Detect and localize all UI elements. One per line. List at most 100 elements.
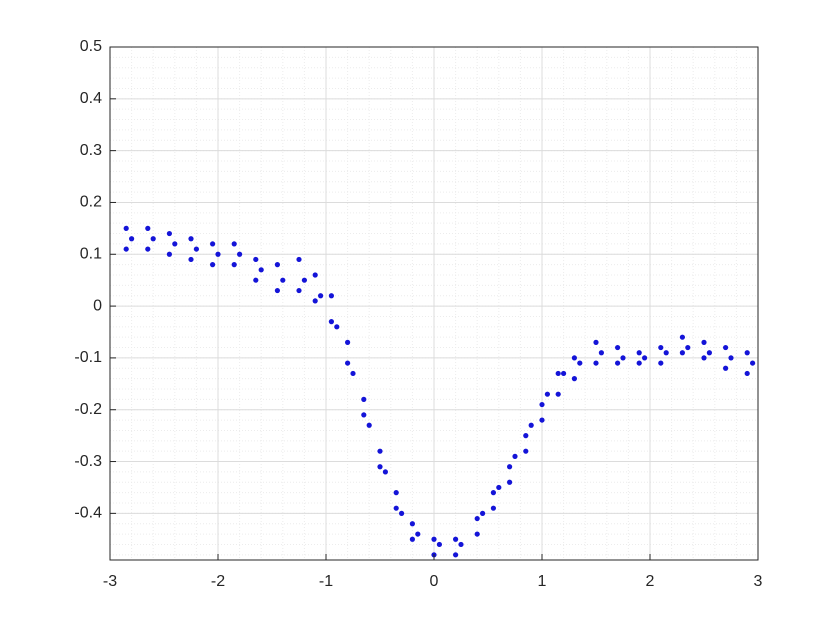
- point: [658, 344, 664, 351]
- y-tick-label: -0.1: [74, 349, 102, 366]
- point: [253, 256, 259, 263]
- point: [658, 360, 664, 366]
- point: [620, 355, 626, 361]
- x-tick-label: 1: [538, 573, 547, 590]
- point: [561, 370, 567, 377]
- point: [312, 298, 318, 304]
- y-tick-label: 0.2: [80, 194, 102, 211]
- point: [296, 256, 302, 263]
- point: [193, 246, 199, 252]
- point: [129, 236, 135, 242]
- point: [280, 277, 286, 283]
- point: [231, 241, 237, 247]
- point: [123, 225, 129, 231]
- point: [377, 464, 383, 470]
- point: [571, 376, 578, 382]
- y-tick-label: -0.2: [74, 401, 102, 418]
- x-tick-label: -1: [319, 573, 333, 590]
- point: [345, 339, 351, 345]
- point: [215, 251, 221, 257]
- point: [145, 225, 151, 231]
- point: [166, 230, 172, 237]
- point: [577, 360, 583, 366]
- point: [366, 422, 372, 428]
- point: [318, 293, 324, 299]
- y-tick-label: 0.4: [80, 90, 102, 107]
- point: [636, 360, 642, 366]
- point: [701, 339, 707, 345]
- point: [393, 490, 399, 496]
- point: [512, 453, 518, 459]
- point: [274, 287, 280, 294]
- point: [237, 251, 243, 257]
- point: [453, 552, 459, 558]
- point: [393, 505, 399, 511]
- x-tick-label: 0: [430, 573, 439, 590]
- point: [723, 344, 729, 351]
- point: [274, 262, 280, 268]
- point: [528, 422, 534, 428]
- point: [593, 360, 599, 366]
- point: [679, 334, 686, 340]
- point: [636, 350, 642, 356]
- point: [399, 510, 405, 516]
- point: [172, 241, 178, 247]
- point: [728, 355, 734, 361]
- point: [409, 536, 415, 542]
- point: [328, 293, 334, 299]
- point: [382, 469, 388, 475]
- point: [685, 344, 691, 351]
- point: [123, 246, 129, 252]
- points: [123, 225, 756, 558]
- point: [377, 448, 383, 454]
- point: [301, 277, 307, 283]
- point: [490, 490, 496, 496]
- point: [507, 464, 513, 470]
- x-tick-label: -3: [103, 573, 117, 590]
- point: [210, 262, 216, 268]
- point: [150, 236, 156, 242]
- point: [723, 365, 729, 371]
- point: [312, 272, 318, 278]
- point: [210, 241, 216, 247]
- point: [571, 355, 578, 361]
- point: [415, 531, 421, 537]
- point: [345, 360, 351, 366]
- point: [679, 350, 686, 356]
- point: [361, 412, 367, 418]
- point: [188, 236, 194, 242]
- y-tick-label: 0.1: [80, 245, 102, 262]
- point: [593, 339, 599, 345]
- point: [350, 370, 356, 377]
- point: [490, 505, 496, 511]
- point: [744, 350, 750, 356]
- y-tick-label: 0: [93, 297, 102, 314]
- point: [663, 350, 669, 356]
- point: [539, 401, 545, 408]
- point: [474, 515, 480, 522]
- point: [598, 350, 605, 356]
- point: [615, 344, 621, 351]
- point: [555, 391, 561, 397]
- point: [480, 510, 486, 516]
- y-tick-label: -0.3: [74, 453, 102, 470]
- point: [166, 251, 172, 257]
- point: [507, 479, 513, 485]
- y-tick-label: 0.5: [80, 38, 102, 55]
- y-tick-label: 0.3: [80, 142, 102, 159]
- point: [744, 370, 750, 377]
- point: [523, 448, 529, 454]
- point: [258, 267, 264, 273]
- point: [496, 484, 502, 491]
- point: [523, 433, 529, 439]
- point: [296, 287, 302, 294]
- x-tick-label: -2: [211, 573, 225, 590]
- point: [539, 417, 545, 423]
- point: [642, 355, 648, 361]
- y-tick-label: -0.4: [74, 505, 102, 522]
- point: [544, 391, 551, 397]
- grid: [109, 46, 759, 560]
- point: [436, 541, 442, 548]
- point: [458, 541, 464, 548]
- point: [701, 355, 707, 361]
